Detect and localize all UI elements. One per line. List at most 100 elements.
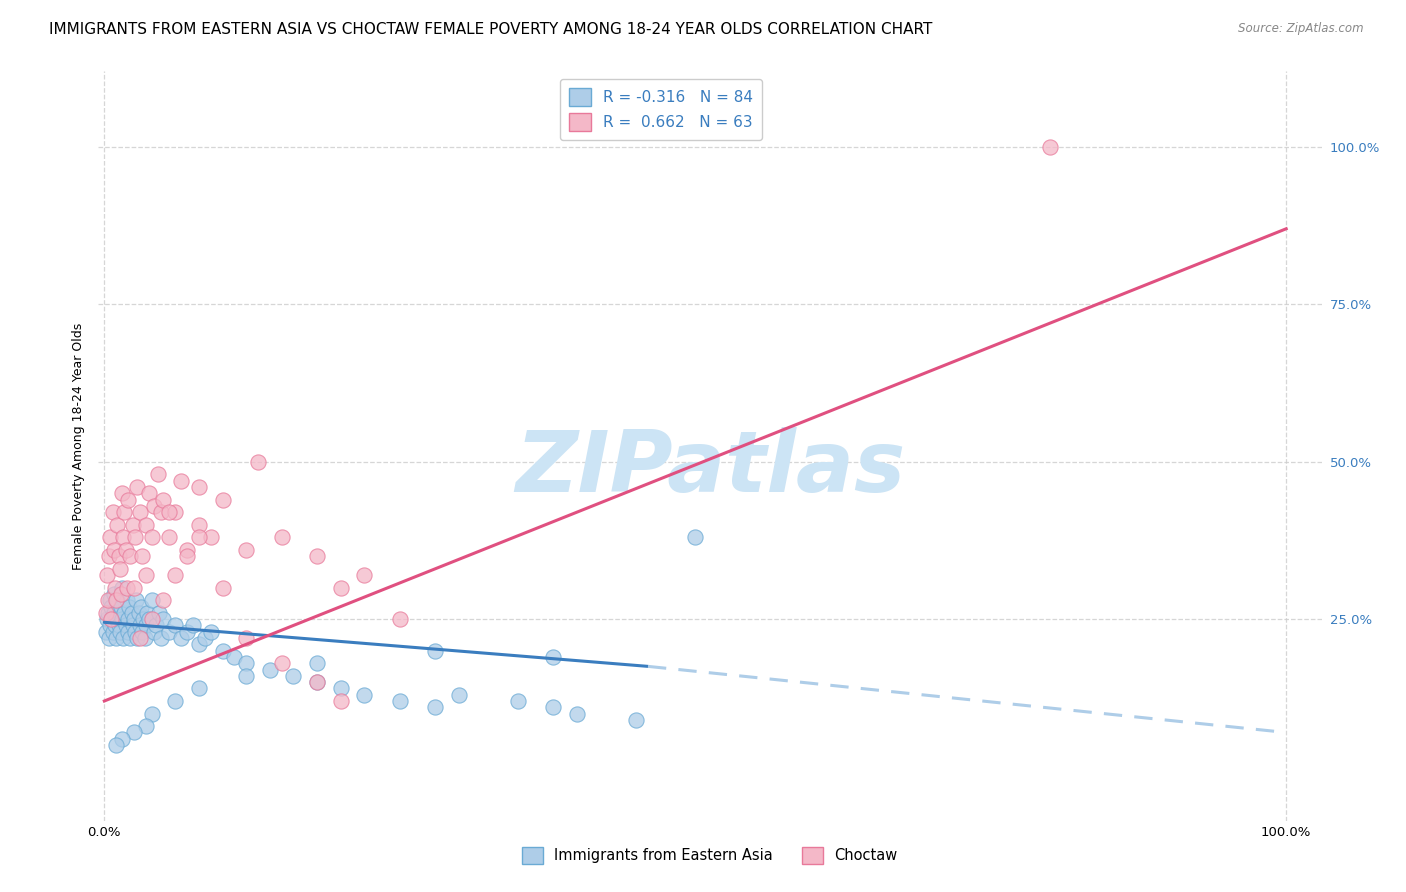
Point bbox=[134, 631, 156, 645]
Point bbox=[170, 474, 193, 488]
Point bbox=[150, 631, 173, 645]
Point bbox=[127, 480, 149, 494]
Point bbox=[97, 606, 120, 620]
Point bbox=[506, 694, 529, 708]
Point bbox=[543, 649, 565, 664]
Point bbox=[283, 669, 305, 683]
Point bbox=[107, 549, 129, 564]
Point bbox=[104, 618, 127, 632]
Point bbox=[112, 631, 135, 645]
Point bbox=[211, 643, 233, 657]
Point bbox=[122, 725, 145, 739]
Point bbox=[114, 618, 136, 632]
Point bbox=[165, 568, 187, 582]
Point bbox=[624, 713, 647, 727]
Y-axis label: Female Poverty Among 18-24 Year Olds: Female Poverty Among 18-24 Year Olds bbox=[72, 322, 84, 570]
Point bbox=[112, 606, 135, 620]
Point bbox=[110, 599, 132, 614]
Point bbox=[176, 542, 198, 557]
Point bbox=[307, 675, 329, 690]
Point bbox=[120, 549, 142, 564]
Point bbox=[135, 606, 157, 620]
Point bbox=[103, 542, 125, 557]
Point bbox=[118, 599, 141, 614]
Point bbox=[105, 593, 128, 607]
Point bbox=[141, 612, 163, 626]
Point bbox=[170, 631, 193, 645]
Point bbox=[157, 624, 180, 639]
Point bbox=[124, 624, 146, 639]
Point bbox=[165, 505, 187, 519]
Point bbox=[107, 618, 129, 632]
Point bbox=[111, 731, 134, 746]
Point bbox=[103, 587, 125, 601]
Point bbox=[94, 606, 117, 620]
Point bbox=[98, 549, 121, 564]
Point bbox=[98, 530, 121, 544]
Point bbox=[143, 624, 166, 639]
Point bbox=[143, 499, 166, 513]
Point bbox=[135, 517, 157, 532]
Point bbox=[150, 505, 173, 519]
Point bbox=[157, 530, 180, 544]
Point bbox=[235, 542, 257, 557]
Point bbox=[235, 631, 257, 645]
Point bbox=[152, 593, 174, 607]
Point bbox=[165, 694, 187, 708]
Point bbox=[125, 593, 148, 607]
Text: ZIPatlas: ZIPatlas bbox=[515, 427, 905, 510]
Point bbox=[141, 593, 163, 607]
Point bbox=[224, 649, 246, 664]
Point bbox=[103, 606, 125, 620]
Point bbox=[307, 657, 329, 671]
Point bbox=[138, 486, 160, 500]
Point bbox=[105, 631, 128, 645]
Point bbox=[128, 606, 150, 620]
Point bbox=[128, 618, 150, 632]
Point bbox=[187, 480, 209, 494]
Point bbox=[388, 694, 411, 708]
Point bbox=[135, 568, 157, 582]
Point bbox=[425, 700, 447, 714]
Point bbox=[131, 549, 153, 564]
Point bbox=[148, 606, 170, 620]
Point bbox=[97, 593, 120, 607]
Point bbox=[122, 581, 145, 595]
Point bbox=[187, 637, 209, 651]
Point bbox=[329, 694, 352, 708]
Point bbox=[194, 631, 217, 645]
Point bbox=[98, 631, 121, 645]
Point bbox=[307, 675, 329, 690]
Point bbox=[246, 455, 269, 469]
Point bbox=[259, 663, 281, 677]
Point bbox=[117, 612, 139, 626]
Point bbox=[187, 681, 209, 696]
Point bbox=[121, 517, 143, 532]
Point bbox=[111, 581, 134, 595]
Point bbox=[115, 593, 138, 607]
Point bbox=[181, 618, 204, 632]
Point bbox=[101, 505, 124, 519]
Point bbox=[115, 581, 138, 595]
Point bbox=[108, 562, 131, 576]
Point bbox=[124, 530, 146, 544]
Point bbox=[114, 542, 136, 557]
Point bbox=[117, 624, 139, 639]
Point bbox=[128, 505, 150, 519]
Point bbox=[270, 530, 292, 544]
Point bbox=[94, 624, 117, 639]
Point bbox=[105, 738, 128, 752]
Point bbox=[131, 624, 153, 639]
Point bbox=[100, 599, 122, 614]
Point bbox=[98, 593, 121, 607]
Point bbox=[152, 492, 174, 507]
Point bbox=[101, 624, 124, 639]
Point bbox=[329, 581, 352, 595]
Point bbox=[98, 618, 121, 632]
Point bbox=[211, 581, 233, 595]
Point bbox=[152, 612, 174, 626]
Point bbox=[187, 517, 209, 532]
Point bbox=[105, 593, 128, 607]
Point bbox=[353, 688, 375, 702]
Point bbox=[110, 587, 132, 601]
